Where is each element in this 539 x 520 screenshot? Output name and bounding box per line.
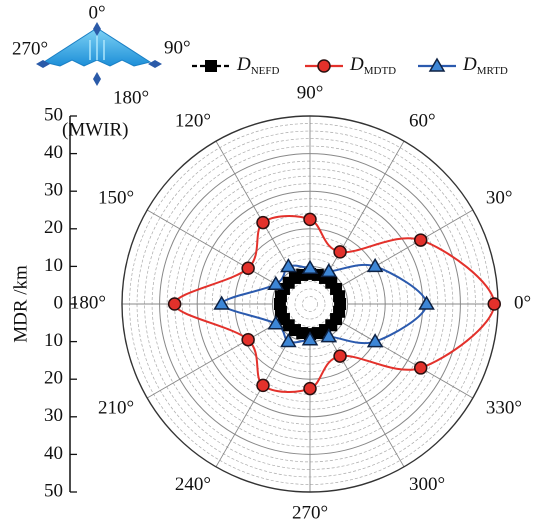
y-tick-label: 0 (54, 292, 64, 313)
y-tick-label: 20 (44, 217, 63, 238)
marker (415, 234, 427, 246)
y-tick-label: 50 (44, 104, 63, 125)
marker (415, 362, 427, 374)
y-tick-label: 40 (44, 443, 63, 464)
inset-label: 270° (12, 38, 48, 59)
theta-tick-label: 120° (175, 110, 211, 131)
minor-grid-circle (302, 296, 317, 311)
theta-tick-label: 300° (409, 474, 445, 495)
theta-tick-label: 60° (409, 110, 436, 131)
legend-name: D (462, 54, 477, 75)
y-tick-label: 30 (44, 405, 63, 426)
minor-grid-circle (295, 289, 325, 319)
inset-label: 180° (113, 87, 149, 108)
marker (333, 306, 345, 318)
legend-subscript: NEFD (251, 65, 280, 77)
theta-tick-label: 270° (292, 502, 328, 520)
theta-tick-label: 90° (297, 82, 324, 103)
theta-tick-label: 330° (486, 397, 522, 418)
y-axis-label: MDR /km (10, 265, 31, 343)
legend-marker (318, 60, 330, 72)
marker (169, 298, 181, 310)
y-tick-label: 30 (44, 180, 63, 201)
inset-aircraft (36, 22, 162, 86)
marker (334, 246, 346, 258)
legend-marker (205, 60, 217, 72)
y-tick-label: 40 (44, 142, 63, 163)
y-tick-label: 10 (44, 255, 63, 276)
inset-label: 90° (164, 37, 191, 58)
legend-item: DMDTD (305, 54, 396, 76)
marker (334, 350, 346, 362)
theta-tick-label: 240° (175, 474, 211, 495)
theta-tick-label: 0° (514, 292, 531, 313)
annotation: (MWIR) (62, 119, 128, 140)
theta-tick-label: 150° (98, 187, 134, 208)
legend-name: D (349, 54, 364, 75)
legend-item: DNEFD (192, 54, 280, 76)
theta-tick-label: 180° (70, 292, 106, 313)
marker (488, 298, 500, 310)
legend-name: D (236, 54, 251, 75)
marker (304, 383, 316, 395)
marker (257, 217, 269, 229)
marker (420, 297, 434, 309)
chart: 0° 90° 180° 270° (MWIR) MDR /km 0 10 10 20 2… (0, 0, 539, 520)
inset-label: 0° (88, 2, 105, 23)
y-tick-label: 10 (44, 330, 63, 351)
legend-subscript: MRTD (477, 65, 508, 77)
legend-subscript: MDTD (364, 65, 396, 77)
theta-tick-label: 210° (98, 397, 134, 418)
legend-item: DMRTD (418, 54, 508, 76)
marker (257, 379, 269, 391)
y-tick-label: 50 (44, 480, 63, 501)
theta-tick-label: 30° (486, 187, 513, 208)
legend-label: DNEFD (236, 54, 280, 76)
marker (281, 334, 295, 346)
legend-label: DMDTD (349, 54, 396, 76)
marker (304, 213, 316, 225)
legend-label: DMRTD (462, 54, 508, 76)
y-tick-label: 20 (44, 368, 63, 389)
marker (242, 262, 254, 274)
marker (242, 334, 254, 346)
